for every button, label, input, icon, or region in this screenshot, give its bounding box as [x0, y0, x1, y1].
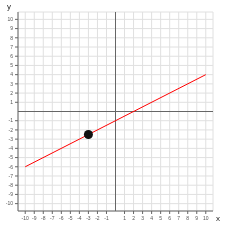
- svg-text:-2: -2: [95, 215, 100, 221]
- svg-text:-3: -3: [86, 215, 91, 221]
- svg-text:8: 8: [10, 35, 13, 41]
- svg-text:y: y: [8, 2, 11, 11]
- svg-text:-6: -6: [59, 215, 64, 221]
- svg-text:-9: -9: [32, 215, 37, 221]
- svg-text:-1: -1: [104, 215, 109, 221]
- svg-text:-3: -3: [9, 136, 14, 142]
- svg-text:-9: -9: [9, 191, 14, 197]
- svg-text:7: 7: [10, 44, 13, 50]
- svg-text:-5: -5: [9, 154, 14, 160]
- svg-text:-4: -4: [77, 215, 82, 221]
- svg-text:6: 6: [168, 215, 171, 221]
- svg-text:-10: -10: [8, 200, 13, 206]
- svg-text:3: 3: [141, 215, 144, 221]
- svg-text:3: 3: [10, 81, 13, 87]
- svg-text:x: x: [216, 214, 217, 223]
- svg-text:-8: -8: [9, 182, 14, 188]
- svg-text:7: 7: [177, 215, 180, 221]
- svg-text:4: 4: [10, 71, 13, 77]
- svg-text:-7: -7: [50, 215, 55, 221]
- svg-text:1: 1: [10, 99, 13, 105]
- svg-text:1: 1: [123, 215, 126, 221]
- svg-text:8: 8: [186, 215, 189, 221]
- svg-text:5: 5: [159, 215, 162, 221]
- svg-text:-4: -4: [9, 145, 14, 151]
- svg-text:10: 10: [8, 16, 13, 22]
- svg-text:5: 5: [10, 62, 13, 68]
- svg-text:2: 2: [10, 90, 13, 96]
- svg-text:-8: -8: [41, 215, 46, 221]
- svg-text:-2: -2: [9, 127, 14, 133]
- svg-text:9: 9: [195, 215, 198, 221]
- svg-text:-1: -1: [9, 117, 14, 123]
- svg-text:10: 10: [203, 215, 209, 221]
- svg-text:4: 4: [150, 215, 153, 221]
- svg-text:9: 9: [10, 25, 13, 31]
- svg-text:2: 2: [132, 215, 135, 221]
- svg-text:-6: -6: [9, 164, 14, 170]
- svg-text:-7: -7: [9, 173, 14, 179]
- svg-text:-10: -10: [22, 215, 29, 221]
- svg-text:-5: -5: [68, 215, 73, 221]
- svg-text:6: 6: [10, 53, 13, 59]
